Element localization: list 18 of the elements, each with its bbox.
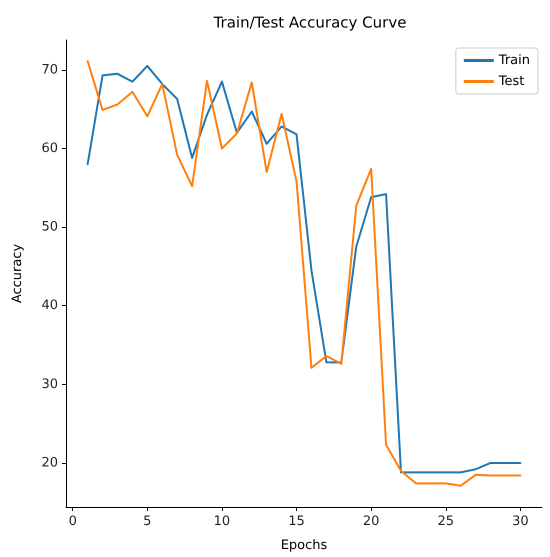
- y-tick-label: 70: [41, 62, 58, 78]
- x-tick-label: 30: [512, 514, 529, 529]
- x-tick-label: 15: [288, 514, 305, 529]
- x-axis-title: Epochs: [280, 538, 328, 553]
- y-tick-label: 20: [41, 455, 58, 470]
- x-tick-label: 5: [143, 514, 152, 529]
- y-tick-label: 30: [41, 376, 58, 392]
- x-tick-label: 10: [214, 514, 230, 529]
- chart-title: Train/Test Accuracy Curve: [212, 14, 406, 32]
- y-axis-title: Accuracy: [10, 244, 25, 304]
- y-tick-label: 40: [41, 298, 58, 314]
- legend-label: Test: [498, 74, 524, 89]
- x-tick-label: 25: [437, 514, 454, 529]
- y-tick-label: 50: [41, 220, 58, 235]
- y-tick-label: 60: [41, 140, 58, 156]
- x-tick-label: 0: [68, 514, 77, 529]
- legend-label: Train: [498, 53, 530, 68]
- x-tick-label: 20: [362, 514, 380, 529]
